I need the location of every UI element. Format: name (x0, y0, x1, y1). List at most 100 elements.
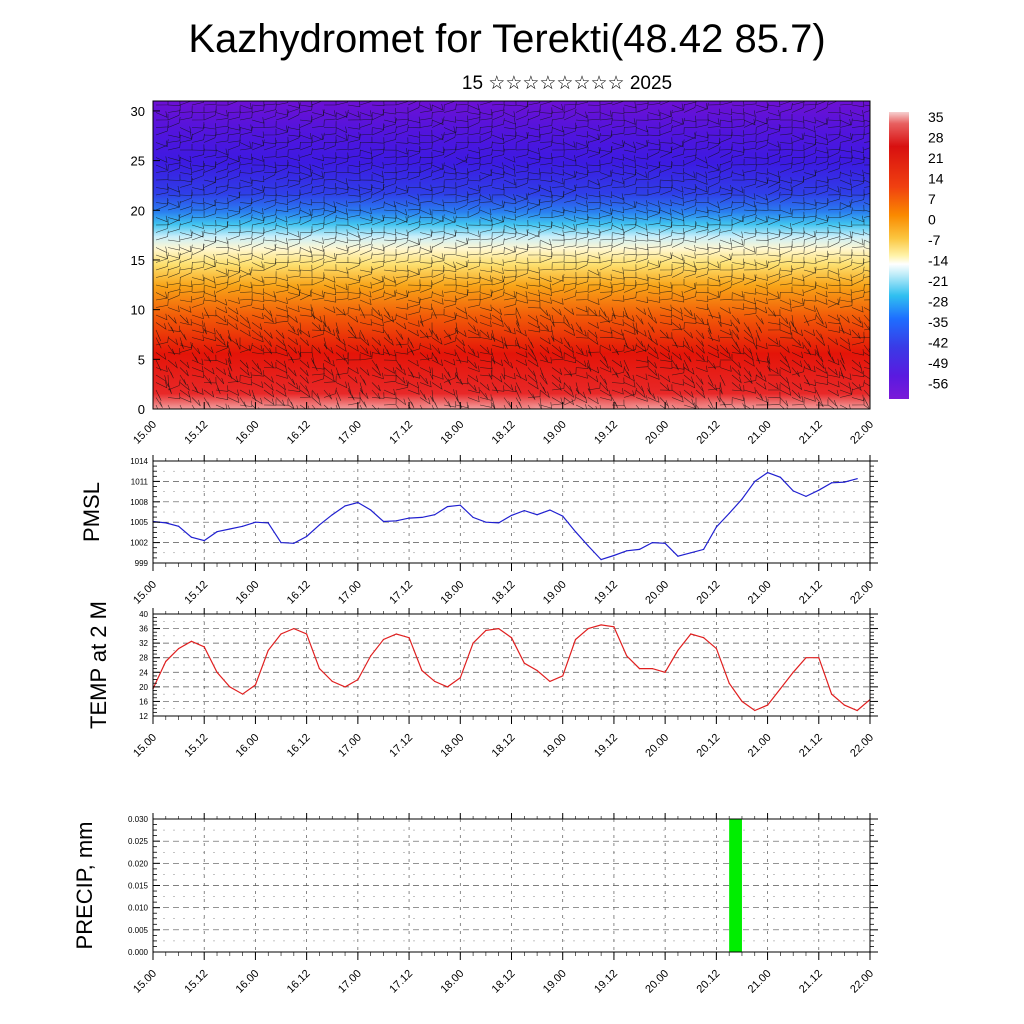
wind-barb (551, 129, 565, 137)
wind-barb (251, 303, 265, 311)
wind-barb (227, 229, 241, 241)
colorbar-label: 14 (928, 171, 944, 187)
wind-barb (623, 343, 637, 353)
wind-barb (455, 237, 469, 248)
wind-barb (839, 132, 852, 140)
wind-barb (407, 121, 421, 129)
wind-barb (743, 158, 757, 166)
wind-barb (527, 280, 541, 287)
wind-barb (395, 236, 409, 248)
wind-barb (647, 396, 660, 403)
wind-barb (179, 132, 192, 140)
wind-barb (347, 209, 361, 218)
wind-barb (467, 365, 480, 373)
wind-barb (671, 219, 685, 226)
wind-barb (671, 117, 685, 128)
wind-barb (215, 258, 229, 266)
wind-barb (503, 290, 516, 298)
wind-barb (563, 141, 576, 148)
wind-barb (287, 269, 301, 278)
wind-barb (287, 344, 297, 354)
wind-barb (695, 303, 709, 311)
wind-barb (323, 359, 335, 367)
wind-barb (683, 132, 696, 139)
wind-barb (395, 254, 409, 263)
wind-barb (311, 291, 325, 301)
wind-barb (827, 106, 841, 114)
wind-barb (251, 117, 264, 124)
wind-barb (395, 185, 408, 192)
wind-barb (287, 123, 301, 131)
wind-barb (155, 389, 162, 401)
wind-barb (383, 313, 397, 323)
precip-x-label: 15.00 (131, 968, 159, 996)
wind-barb (191, 312, 204, 320)
wind-barb (155, 101, 169, 106)
wind-barb (719, 398, 733, 406)
wind-barb (275, 125, 288, 132)
wind-barb (803, 214, 817, 226)
wind-barb (491, 188, 505, 196)
wind-barb (647, 113, 661, 121)
wind-barb (203, 228, 217, 235)
wind-barb (671, 404, 679, 409)
wind-barb (551, 307, 562, 316)
wind-barb (431, 373, 444, 380)
wind-barb (359, 374, 367, 386)
wind-barb (371, 123, 385, 130)
temp2m-y-label: 24 (139, 668, 148, 677)
wind-barb (503, 372, 516, 380)
wind-barb (695, 382, 704, 392)
wind-barb (179, 105, 193, 113)
wind-barb (419, 329, 429, 339)
wind-barb (431, 359, 444, 367)
temp2m-point (395, 633, 397, 635)
wind-barb (779, 120, 793, 128)
wind-barb (791, 342, 804, 349)
wind-barb (371, 109, 385, 116)
wind-barb (755, 306, 768, 314)
wind-barb (635, 171, 648, 178)
wind-barb (191, 124, 205, 136)
wind-barb (647, 296, 661, 303)
wind-barb (455, 288, 469, 296)
wind-barb (851, 120, 865, 128)
wind-barb (431, 382, 443, 390)
wind-barb (707, 307, 714, 319)
wind-barb (839, 367, 845, 379)
pmsl-point (370, 509, 372, 511)
temp2m-point (190, 640, 193, 642)
wind-barb (695, 243, 709, 250)
wind-barb (479, 232, 493, 241)
wind-barb (419, 282, 433, 293)
pmsl-point (574, 531, 577, 533)
wind-barb (395, 381, 409, 391)
wind-barb (755, 139, 769, 151)
wind-barb (803, 237, 817, 248)
wind-barb (311, 328, 325, 338)
wind-barb (371, 214, 385, 226)
wind-barb (599, 146, 613, 153)
wind-barb (323, 344, 334, 355)
wind-barb (299, 147, 313, 158)
wind-barb (611, 399, 625, 406)
wind-barb (695, 185, 708, 193)
wind-barb (755, 297, 768, 305)
wind-barb (179, 155, 192, 163)
wind-barb (287, 337, 299, 346)
wind-barb (419, 291, 433, 301)
wind-barb (347, 110, 360, 118)
wind-barb (467, 230, 480, 238)
wind-barb (335, 344, 347, 352)
wind-barb (611, 247, 625, 256)
wind-barb (503, 254, 517, 263)
wind-barb (419, 380, 432, 388)
wind-barb (707, 129, 721, 136)
wind-barb (491, 385, 505, 392)
wind-barb (719, 382, 723, 395)
wind-barb (191, 148, 205, 158)
wind-barb (551, 263, 565, 271)
wind-barb (863, 164, 870, 166)
wind-barb (707, 344, 719, 352)
wind-barb (539, 194, 553, 203)
